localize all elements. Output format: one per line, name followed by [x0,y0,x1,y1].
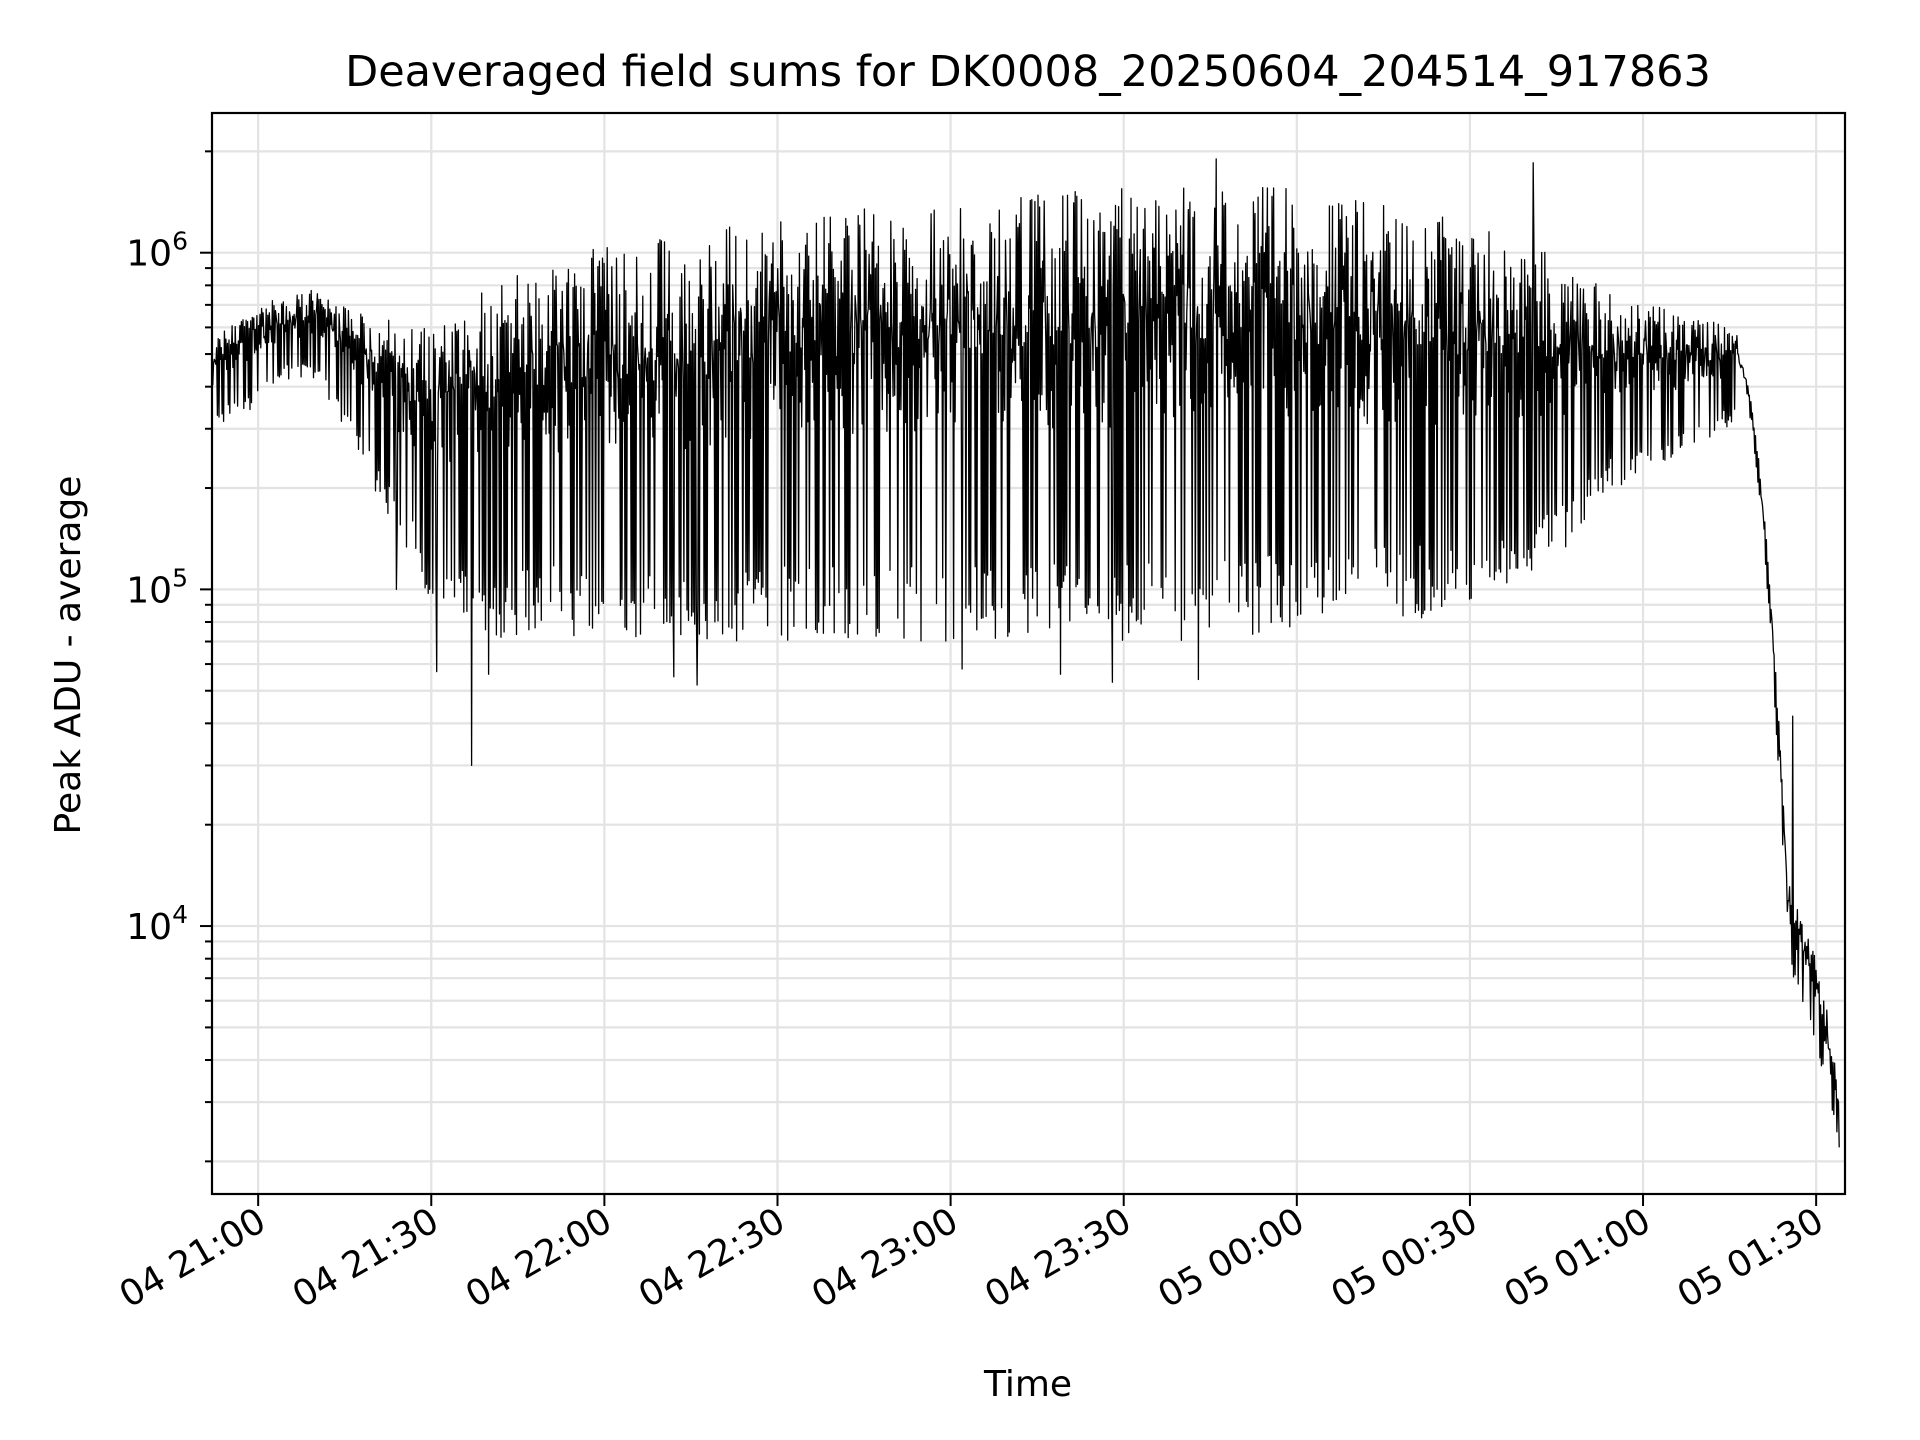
y-tick-label-exponent: 4 [172,900,188,929]
x-tick-label: 04 22:00 [459,1200,619,1316]
y-tick-label-exponent: 5 [172,563,188,592]
x-tick-label: 05 01:30 [1671,1200,1831,1316]
x-tick-label: 04 23:30 [978,1200,1138,1316]
y-tick-label: 106 [126,227,188,275]
y-tick-label-base: 10 [126,907,172,948]
series-line [211,158,1840,1148]
y-tick-label-exponent: 6 [172,227,188,256]
y-tick-label-base: 10 [126,234,172,275]
x-tick-label: 04 23:00 [805,1200,965,1316]
x-tick-label: 05 01:00 [1498,1200,1658,1316]
x-tick-label: 05 00:00 [1151,1200,1311,1316]
x-axis-label: Time [983,1364,1072,1405]
y-tick-label-base: 10 [126,570,172,611]
y-axis-label: Peak ADU - average [48,476,89,835]
chart-title: Deaveraged field sums for DK0008_2025060… [345,47,1711,97]
x-tick-label: 04 21:00 [113,1200,273,1316]
x-tick-label: 04 22:30 [632,1200,792,1316]
grid [212,113,1845,1194]
x-axis: 04 21:00 04 21:30 04 22:00 04 22:30 04 23:00… [113,1194,1831,1316]
y-tick-label: 105 [126,563,188,611]
x-tick-label: 04 21:30 [286,1200,446,1316]
y-tick-label: 104 [126,900,188,948]
plot-frame [210,111,1847,1196]
x-tick-label: 05 00:30 [1324,1200,1484,1316]
